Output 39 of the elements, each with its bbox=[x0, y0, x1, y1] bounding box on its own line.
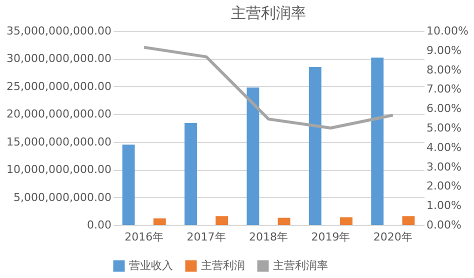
y2-tick-label: 5.00% bbox=[426, 122, 462, 134]
bar bbox=[308, 67, 322, 225]
bar bbox=[340, 217, 352, 225]
y2-tick-label: 1.00% bbox=[426, 199, 462, 212]
y2-tick-label: 10.00% bbox=[426, 24, 468, 38]
bar bbox=[246, 88, 260, 225]
y2-tick-label: 9.00% bbox=[426, 44, 462, 57]
y-tick-label: 25,000,000,000.00 bbox=[6, 80, 112, 93]
bar bbox=[122, 144, 135, 225]
x-tick-label: 2017年 bbox=[186, 230, 226, 244]
y-tick-label: 30,000,000,000.00 bbox=[6, 52, 112, 66]
bar bbox=[216, 216, 228, 225]
legend-label: 主营利润 bbox=[201, 259, 245, 272]
y2-tick-label: 4.00% bbox=[426, 140, 462, 154]
y2-tick-label: 7.00% bbox=[426, 82, 462, 96]
y-tick-label: 5,000,000,000.00 bbox=[14, 190, 112, 204]
y2-tick-label: 2.00% bbox=[426, 180, 462, 193]
y2-tick-label: 6.00% bbox=[426, 102, 462, 116]
y-tick-label: 15,000,000,000.00 bbox=[6, 135, 112, 148]
bar bbox=[184, 123, 197, 225]
x-tick-label: 2016年 bbox=[124, 230, 164, 244]
y2-tick-label: 3.00% bbox=[426, 160, 462, 174]
x-tick-label: 2019年 bbox=[311, 230, 350, 244]
bar bbox=[153, 218, 166, 225]
chart-title: 主营利润率 bbox=[231, 4, 306, 22]
x-tick-label: 2020年 bbox=[373, 230, 412, 244]
y-tick-label: 35,000,000,000.00 bbox=[6, 24, 112, 38]
x-tick-label: 2018年 bbox=[249, 230, 288, 244]
line-series bbox=[142, 46, 394, 130]
y2-tick-label: 0.00% bbox=[426, 218, 462, 232]
legend-label: 营业收入 bbox=[129, 259, 173, 272]
y2-tick-label: 8.00% bbox=[426, 63, 462, 76]
y-tick-label: 10,000,000,000.00 bbox=[6, 163, 112, 176]
bar bbox=[278, 218, 290, 225]
bar bbox=[371, 58, 384, 225]
legend-label: 主营利润率 bbox=[273, 259, 328, 272]
bar bbox=[402, 216, 415, 225]
y-tick-label: 0.00 bbox=[87, 218, 112, 232]
y-tick-label: 20,000,000,000.00 bbox=[6, 108, 112, 121]
